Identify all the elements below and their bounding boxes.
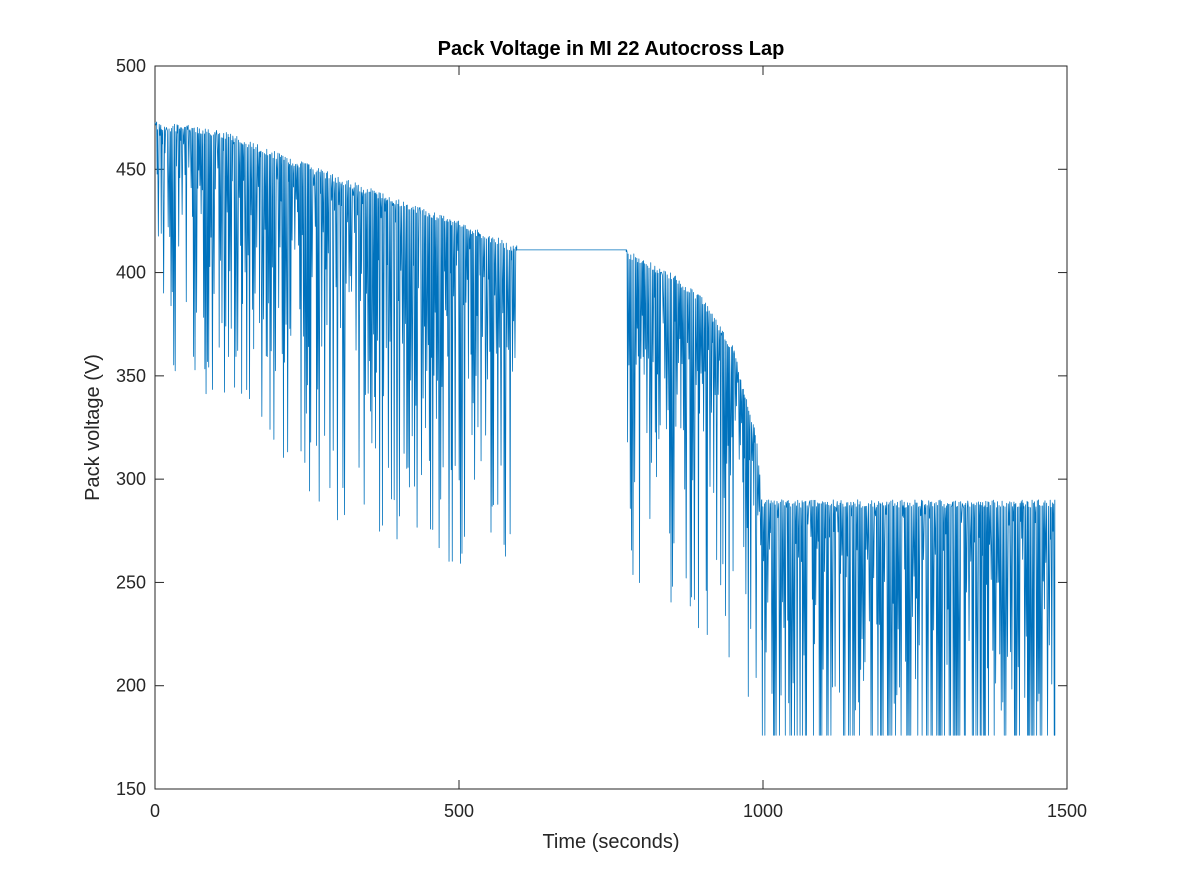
y-tick-label: 450 — [116, 159, 146, 179]
y-tick-label: 400 — [116, 263, 146, 283]
x-tick-label: 0 — [150, 801, 160, 821]
y-tick-label: 200 — [116, 676, 146, 696]
y-tick-label: 300 — [116, 469, 146, 489]
plot-area: 0 500 1000 1500 150 200 250 300 350 400 450 500 — [116, 56, 1087, 821]
x-axis-label: Time (seconds) — [542, 831, 679, 853]
y-tick-label: 150 — [116, 779, 146, 799]
x-tick-label: 1500 — [1047, 801, 1087, 821]
y-tick-label: 250 — [116, 572, 146, 592]
chart-title: Pack Voltage in MI 22 Autocross Lap — [438, 38, 785, 60]
y-tick-label: 350 — [116, 366, 146, 386]
y-axis-label: Pack voltage (V) — [82, 354, 104, 501]
series-line-pack-voltage — [154, 121, 1056, 736]
x-tick-label: 1000 — [743, 801, 783, 821]
y-tick-label: 500 — [116, 56, 146, 76]
x-tick-label: 500 — [444, 801, 474, 821]
